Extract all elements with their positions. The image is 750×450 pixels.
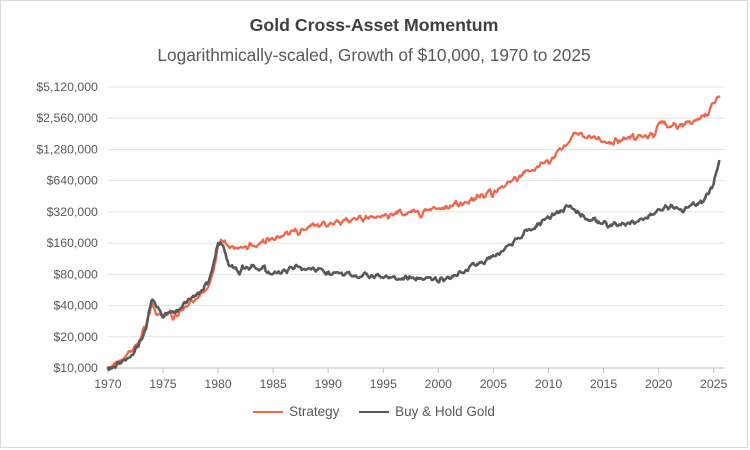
svg-text:$80,000: $80,000 [53,267,98,281]
svg-text:$640,000: $640,000 [47,174,98,188]
svg-text:2020: 2020 [645,377,673,391]
svg-text:1995: 1995 [370,377,398,391]
svg-text:$10,000: $10,000 [53,361,98,375]
svg-text:2000: 2000 [425,377,453,391]
svg-text:$320,000: $320,000 [47,205,98,219]
svg-text:2010: 2010 [535,377,563,391]
svg-text:$20,000: $20,000 [53,330,98,344]
svg-text:$40,000: $40,000 [53,299,98,313]
svg-text:1990: 1990 [315,377,343,391]
svg-text:2005: 2005 [480,377,508,391]
svg-text:1985: 1985 [259,377,287,391]
svg-text:$2,560,000: $2,560,000 [36,111,98,125]
svg-text:$1,280,000: $1,280,000 [36,142,98,156]
svg-text:1975: 1975 [149,377,177,391]
svg-text:$5,120,000: $5,120,000 [36,80,98,94]
svg-text:2025: 2025 [700,377,728,391]
svg-text:1970: 1970 [94,377,122,391]
svg-text:$160,000: $160,000 [47,236,98,250]
svg-text:1980: 1980 [204,377,232,391]
svg-text:2015: 2015 [590,377,618,391]
